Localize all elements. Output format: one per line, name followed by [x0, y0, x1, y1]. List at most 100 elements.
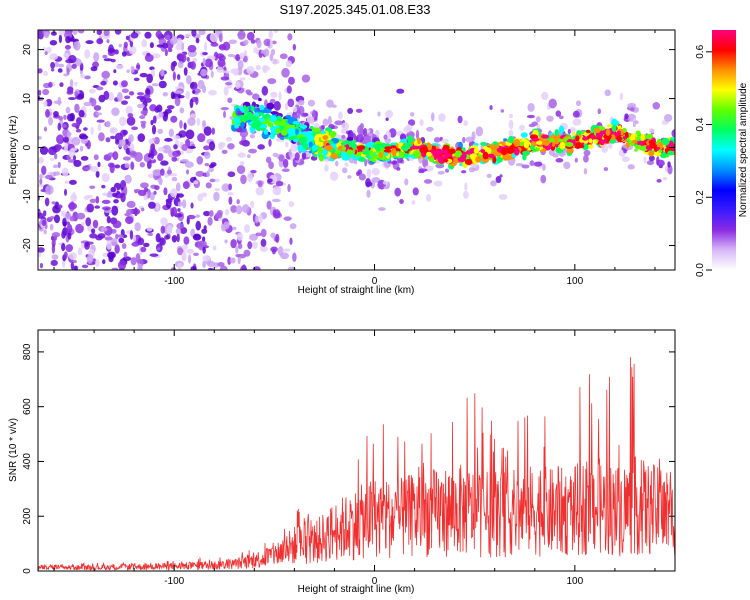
spectrogram-cell — [201, 228, 208, 234]
spectrogram-cell — [123, 185, 128, 196]
spectrogram-signal-cell — [557, 138, 564, 143]
spectrogram-cell — [254, 215, 259, 224]
spectrogram-cell — [227, 256, 232, 266]
spectrogram-cell — [39, 146, 49, 155]
spectrogram-signal-cell — [487, 153, 496, 158]
spectrogram-cell — [66, 67, 70, 76]
spectrogram-cell — [160, 217, 168, 226]
y-tick-label: 0 — [22, 568, 33, 574]
spectrogram-cell — [583, 149, 591, 156]
spectrogram-cell — [159, 237, 166, 246]
spectrogram-cell — [404, 178, 409, 186]
spectrogram-signal-cell — [575, 135, 580, 142]
spectrogram-cell — [603, 167, 609, 171]
spectrogram-cell — [430, 112, 435, 122]
spectrogram-cell — [288, 200, 295, 208]
spectrogram-cell — [93, 52, 100, 62]
spectrogram-cell — [124, 163, 130, 169]
spectrogram-cell — [175, 228, 182, 235]
spectrogram-cell — [246, 91, 253, 96]
spectrogram-cell — [193, 252, 199, 256]
spectrogram-cell — [215, 53, 225, 60]
spectrogram-cell — [273, 100, 281, 111]
spectrogram-cell — [63, 52, 70, 58]
spectrogram-cell — [489, 105, 493, 110]
spectrogram-cell — [105, 120, 111, 128]
spectrogram-cell — [222, 70, 231, 74]
spectrogram-signal-cell — [430, 148, 436, 154]
spectrogram-cell — [114, 164, 121, 169]
spectrogram-cell — [214, 187, 220, 192]
spectrogram-cell — [63, 188, 68, 196]
spectrogram-cell — [220, 107, 229, 111]
spectrogram-cell — [73, 159, 82, 168]
spectrogram-signal-cell — [330, 153, 338, 160]
spectrogram-cell — [243, 50, 248, 56]
spectrogram-cell — [235, 246, 239, 254]
spectrogram-cell — [519, 124, 525, 131]
spectrogram-cell — [582, 154, 589, 163]
spectrogram-cell — [180, 158, 189, 163]
spectrogram-cell — [202, 255, 211, 262]
spectrogram-signal-cell — [306, 134, 315, 142]
spectrogram-cell — [50, 31, 57, 36]
spectrogram-signal-cell — [629, 135, 636, 141]
spectrogram-cell — [621, 156, 630, 163]
spectrogram-signal-cell — [346, 149, 354, 156]
x-tick-label: 0 — [372, 276, 378, 287]
spectrogram-cell — [290, 142, 299, 152]
spectrogram-cell — [656, 159, 665, 167]
spectrogram-cell — [208, 167, 214, 173]
spectrogram-cell — [648, 155, 655, 162]
spectrogram-signal-cell — [279, 119, 286, 127]
spectrogram-cell — [143, 187, 149, 193]
spectrogram-cell — [95, 196, 100, 204]
spectrogram-signal-cell — [395, 152, 400, 157]
spectrogram-cell — [51, 254, 59, 260]
spectrogram-cell — [527, 103, 535, 112]
spectrogram-cell — [268, 161, 275, 170]
spectrogram-cell — [227, 143, 235, 150]
spectrogram-cell — [263, 48, 270, 57]
spectrogram-cell — [155, 232, 161, 243]
spectrogram-cell — [111, 205, 119, 216]
spectrogram-cell — [438, 113, 446, 122]
spectrogram-cell — [508, 129, 514, 138]
spectrogram-cell — [103, 58, 113, 62]
spectrogram-cell — [329, 171, 339, 181]
spectrogram-cell — [131, 126, 139, 131]
spectrogram-cell — [83, 127, 88, 131]
spectrogram-cell — [365, 181, 373, 187]
spectrogram-signal-cell — [384, 151, 389, 157]
spectrogram-cell — [51, 238, 56, 248]
spectrogram-cell — [321, 124, 325, 130]
spectrogram-cell — [42, 47, 46, 52]
spectrogram-cell — [58, 116, 64, 121]
spectrogram-cell — [216, 209, 223, 217]
spectrogram-signal-cell — [258, 97, 262, 102]
spectrogram-cell — [338, 111, 343, 120]
spectrogram-cell — [63, 142, 69, 153]
spectrogram-signal-cell — [269, 115, 278, 123]
spectrogram-cell — [240, 265, 248, 270]
spectrogram-signal-cell — [616, 136, 623, 142]
spectrogram-cell — [203, 145, 211, 151]
spectrogram-cell — [62, 217, 67, 227]
spectrogram-cell — [282, 158, 289, 169]
spectrogram-cell — [250, 200, 255, 209]
spectrogram-cell — [63, 73, 69, 77]
spectrogram-cell — [529, 160, 535, 167]
spectrogram-cell — [73, 155, 77, 161]
spectrogram-cell — [240, 174, 247, 185]
spectrogram-signal-cell — [565, 142, 574, 148]
spectrogram-cell — [335, 160, 339, 167]
spectrogram-cell — [160, 168, 165, 176]
spectrogram-cell — [177, 208, 181, 212]
spectrogram-cell — [130, 32, 139, 39]
spectrogram-cell — [232, 226, 237, 231]
spectrogram-signal-cell — [250, 129, 255, 133]
spectrogram-cell — [133, 77, 140, 82]
spectrogram-cell — [341, 167, 348, 174]
spectrogram-signal-cell — [588, 138, 593, 144]
